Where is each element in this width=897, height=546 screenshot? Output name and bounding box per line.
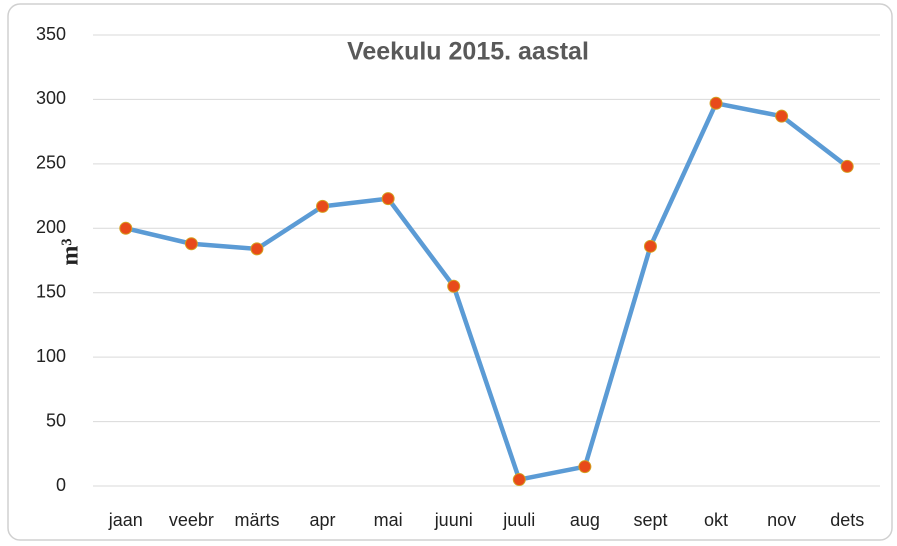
x-tick-label: jaan	[108, 510, 143, 530]
data-line	[125, 101, 849, 482]
x-tick-label: juuli	[502, 510, 535, 530]
x-tick-label: okt	[704, 510, 728, 530]
y-tick-label: 50	[46, 410, 66, 430]
data-point	[119, 221, 133, 235]
x-tick-label: märts	[234, 510, 279, 530]
x-tick-label: mai	[374, 510, 403, 530]
chart-title: Veekulu 2015. aastal	[347, 38, 589, 66]
data-point	[447, 279, 461, 293]
x-tick-label: dets	[830, 510, 864, 530]
y-tick-label: 150	[36, 281, 66, 301]
x-tick-label: apr	[310, 510, 336, 530]
y-tick-label: 100	[36, 346, 66, 366]
x-tick-label: aug	[570, 510, 600, 530]
data-point	[709, 96, 723, 110]
y-tick-label: 250	[36, 153, 66, 173]
y-tick-label: 0	[56, 475, 66, 495]
chart-frame	[7, 3, 893, 541]
data-point	[840, 159, 854, 173]
data-point	[512, 473, 526, 487]
x-tick-label: juuni	[434, 510, 473, 530]
y-axis-label: m³	[58, 238, 84, 265]
y-tick-label: 300	[36, 88, 66, 108]
x-tick-label: sept	[633, 510, 667, 530]
data-point	[250, 242, 264, 256]
data-point	[775, 109, 789, 123]
x-tick-label: veebr	[169, 510, 214, 530]
data-point	[381, 192, 395, 206]
data-point	[643, 239, 657, 253]
y-tick-label: 350	[36, 24, 66, 44]
data-point	[578, 460, 592, 474]
data-point	[316, 199, 330, 213]
x-tick-label: nov	[767, 510, 796, 530]
data-point	[184, 237, 198, 251]
y-tick-label: 200	[36, 217, 66, 237]
